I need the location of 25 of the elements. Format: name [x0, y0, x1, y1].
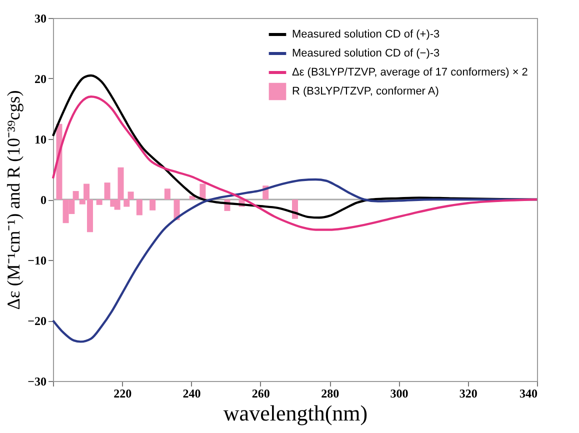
bar: [136, 200, 142, 216]
y-tick-label: −20: [28, 314, 46, 328]
x-tick-label: 240: [182, 386, 201, 400]
bar: [164, 188, 170, 200]
legend-label: R (B3LYP/TZVP, conformer A): [292, 86, 439, 98]
legend-label: Measured solution CD of (−)-3: [292, 48, 440, 60]
x-axis-title: wavelength(nm): [223, 400, 368, 426]
x-tick-label: 320: [459, 386, 478, 400]
x-tick-label: 220: [114, 386, 132, 400]
y-axis-title: Δε (M⁻¹cm⁻¹) and R (10⁻³⁹cgs): [4, 90, 24, 310]
x-tick-label: 280: [321, 386, 340, 400]
bar: [96, 200, 102, 205]
y-tick-label: 20: [34, 72, 46, 86]
y-tick-label: −10: [28, 254, 46, 268]
legend-label: Measured solution CD of (+)-3: [292, 28, 440, 40]
y-tick-label: 0: [40, 193, 46, 207]
bar: [150, 200, 156, 210]
y-tick-label: 30: [34, 12, 46, 26]
legend-label: Δε (B3LYP/TZVP, average of 17 conformers) × 2: [292, 66, 528, 78]
x-tick-label: 300: [390, 386, 408, 400]
y-tick-label: −30: [28, 374, 46, 388]
y-tick-label: 10: [34, 132, 46, 146]
line-series: [52, 96, 538, 231]
x-tick-label: 340: [520, 386, 538, 400]
x-tick-label: 260: [252, 386, 270, 400]
